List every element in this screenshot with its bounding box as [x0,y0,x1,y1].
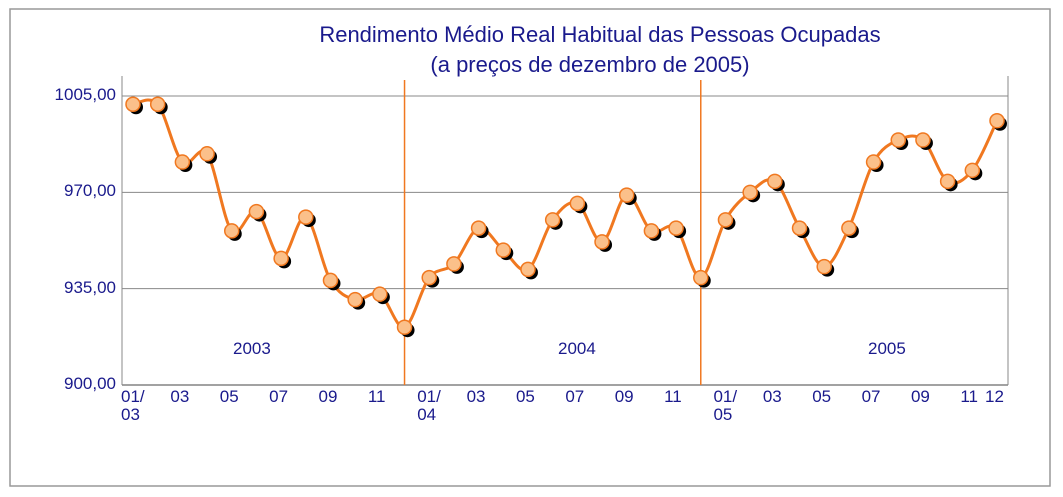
marker [618,187,635,203]
marker [915,132,931,148]
marker [717,212,734,228]
x-tick-label: 01/ 03 [121,387,145,424]
marker [495,242,512,258]
marker [890,132,907,148]
marker [470,220,487,236]
x-tick-label: 11 [960,387,978,406]
marker [174,154,191,170]
x-tick-label: 05 [515,387,535,406]
marker [594,234,610,250]
x-tick-label: 03 [762,387,782,406]
marker [421,269,437,286]
marker [816,258,832,275]
marker [248,203,265,220]
x-tick-label: 03 [466,387,486,406]
marker [964,162,981,179]
marker [544,212,561,228]
x-tick-label: 11 [367,387,386,406]
marker [199,146,215,162]
marker [149,96,166,113]
x-tick-label: 09 [318,387,338,406]
marker [939,173,956,190]
year-label: 2003 [233,339,271,358]
marker [569,195,586,212]
marker [298,209,314,225]
marker [865,154,882,170]
year-label: 2004 [558,339,596,358]
chart-frame [9,8,1051,487]
y-tick-label: 900,00 [64,374,116,393]
y-tick-label: 970,00 [64,181,116,201]
chart-subtitle: (a preços de dezembro de 2005) [430,52,750,77]
y-tick-label: 935,00 [64,277,116,297]
x-tick-label: 12 [985,387,1004,406]
marker [791,220,808,236]
marker [643,223,660,239]
year-label: 2005 [868,339,906,358]
marker [322,272,339,289]
y-tick-label: 1005,00 [54,85,116,104]
marker [125,96,141,113]
marker [347,291,363,308]
marker [273,250,289,267]
x-tick-label: 11 [664,387,682,406]
marker [841,220,857,236]
x-tick-label: 01/ 04 [417,387,441,424]
marker [520,261,536,278]
marker [989,113,1005,129]
x-tick-label: 09 [614,387,634,406]
x-tick-label: 07 [269,387,289,406]
x-tick-label: 05 [812,387,832,406]
marker [446,256,462,272]
x-tick-label: 03 [170,387,190,406]
x-tick-label: 01/ 05 [713,387,738,424]
chart-title: Rendimento Médio Real Habitual das Pesso… [319,22,881,47]
x-tick-label: 07 [861,387,881,406]
x-tick-label: 05 [219,387,239,406]
marker [668,220,684,236]
x-tick-label: 07 [565,387,585,406]
marker [396,319,413,335]
marker [372,286,388,302]
marker [693,269,709,286]
x-tick-label: 09 [910,387,930,406]
marker [767,173,783,190]
marker [223,223,240,239]
marker [742,184,758,201]
